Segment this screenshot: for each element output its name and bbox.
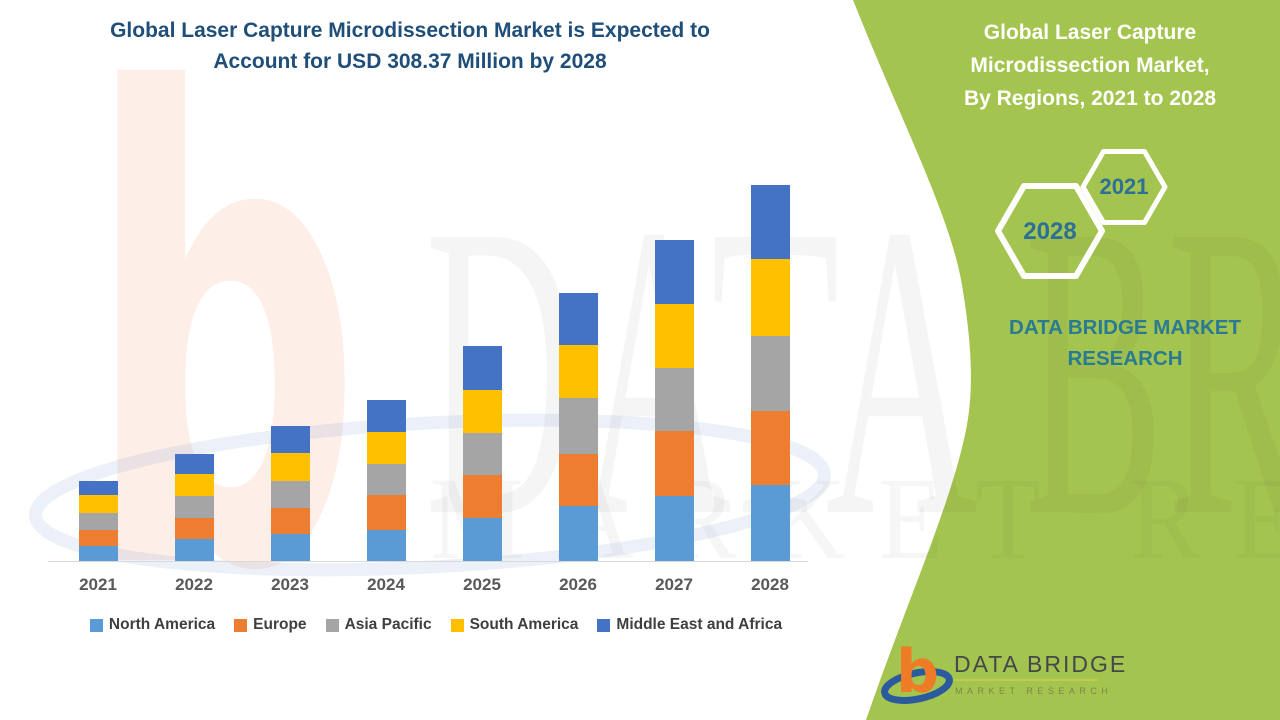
bar-2027 [654, 240, 694, 561]
legend-item-north-america: North America [89, 616, 216, 634]
bar-segment-2023-europe [270, 507, 310, 535]
legend-swatch-icon [234, 619, 248, 632]
bar-segment-2024-north-america [366, 530, 406, 561]
bar-segment-2022-north-america [174, 539, 214, 561]
bar-segment-2025-europe [462, 474, 502, 518]
x-axis-line [48, 561, 808, 562]
bar-segment-2027-asia-pacific [654, 367, 694, 431]
bar-segment-2027-europe [654, 431, 694, 496]
bar-segment-2028-north-america [750, 485, 790, 561]
legend-item-middle-east-and-africa: Middle East and Africa [597, 616, 782, 634]
chart-title-line2: Account for USD 308.37 Million by 2028 [213, 50, 607, 73]
legend-swatch-icon [597, 619, 611, 632]
bar-2028 [750, 184, 790, 561]
legend-label: Middle East and Africa [616, 616, 783, 633]
bar-segment-2022-middle-east-and-africa [174, 454, 214, 474]
x-axis-label-2026: 2026 [559, 575, 597, 594]
bar-segment-2024-europe [366, 495, 406, 530]
hexagon-2021-label: 2021 [1099, 174, 1149, 199]
bar-segment-2026-south-america [558, 345, 598, 398]
bar-segment-2023-middle-east-and-africa [270, 426, 310, 453]
x-axis-label-2028: 2028 [751, 575, 789, 594]
legend-item-south-america: South America [450, 616, 579, 634]
bar-segment-2025-middle-east-and-africa [462, 345, 502, 390]
bar-2022 [174, 454, 214, 561]
logo-b-icon: b [896, 637, 939, 707]
bar-2023 [270, 426, 310, 561]
hexagon-2028-label: 2028 [1023, 218, 1077, 245]
x-axis-label-2022: 2022 [175, 575, 213, 594]
bar-segment-2026-middle-east-and-africa [558, 293, 598, 346]
side-panel-title-line1: Global Laser Capture [983, 21, 1197, 44]
logo-name-text: DATA BRIDGE [954, 651, 1127, 677]
bar-segment-2021-asia-pacific [78, 512, 118, 531]
databridge-logo: b DATA BRIDGE MARKET RESEARCH [881, 637, 1127, 707]
x-axis-label-2027: 2027 [655, 575, 693, 594]
bar-2024 [366, 400, 406, 561]
bar-segment-2024-middle-east-and-africa [366, 400, 406, 432]
legend-label: Asia Pacific [344, 616, 432, 633]
bar-segment-2026-north-america [558, 506, 598, 561]
logo-swoosh-icon [881, 668, 953, 704]
bar-segment-2026-europe [558, 454, 598, 506]
bar-segment-2022-europe [174, 518, 214, 540]
side-panel-title-line3: By Regions, 2021 to 2028 [963, 87, 1217, 110]
chart-title-line1: Global Laser Capture Microdissection Mar… [110, 19, 710, 42]
bar-segment-2023-asia-pacific [270, 480, 310, 508]
bar-segment-2021-europe [78, 530, 118, 547]
x-axis-label-2023: 2023 [271, 575, 309, 594]
bar-2026 [558, 293, 598, 561]
bar-segment-2023-north-america [270, 534, 310, 561]
bar-segment-2023-south-america [270, 452, 310, 481]
bar-segment-2024-asia-pacific [366, 464, 406, 495]
brand-text-line2: RESEARCH [1067, 347, 1183, 370]
bar-2021 [78, 480, 118, 561]
bar-segment-2024-south-america [366, 432, 406, 464]
side-panel-title-line2: Microdissection Market, [970, 54, 1210, 77]
bar-segment-2027-middle-east-and-africa [654, 240, 694, 304]
brand-text-line1: DATA BRIDGE MARKET [1009, 316, 1241, 339]
chart-title: Global Laser Capture Microdissection Mar… [38, 15, 782, 77]
side-panel-title: Global Laser Capture Microdissection Mar… [938, 16, 1242, 115]
bar-chart-plot: 2021 2022 2023 2024 2025 2026 2027 2028 [78, 184, 790, 594]
bar-segment-2021-south-america [78, 495, 118, 513]
legend-item-europe: Europe [234, 616, 307, 634]
bar-segment-2026-asia-pacific [558, 398, 598, 454]
brand-text: DATA BRIDGE MARKET RESEARCH [958, 312, 1280, 374]
bar-segment-2022-asia-pacific [174, 496, 214, 519]
legend-swatch-icon [450, 619, 464, 632]
bar-segment-2025-north-america [462, 517, 502, 561]
legend-swatch-icon [89, 619, 103, 632]
bar-segment-2028-europe [750, 410, 790, 486]
legend-label: North America [108, 616, 216, 633]
bar-segment-2028-south-america [750, 258, 790, 336]
bar-segment-2027-south-america [654, 303, 694, 368]
legend-label: South America [469, 616, 579, 633]
bar-segment-2028-middle-east-and-africa [750, 184, 790, 259]
legend-item-asia-pacific: Asia Pacific [325, 616, 432, 634]
bar-segment-2028-asia-pacific [750, 335, 790, 411]
logo-subtitle-text: MARKET RESEARCH [955, 686, 1112, 696]
chart-legend: North America Europe Asia Pacific South Ame… [40, 616, 832, 634]
x-axis-label-2021: 2021 [79, 575, 117, 594]
bar-segment-2022-south-america [174, 473, 214, 497]
bar-segment-2021-north-america [78, 546, 118, 561]
bar-2025 [462, 345, 502, 561]
x-axis-label-2024: 2024 [367, 575, 405, 594]
legend-label: Europe [253, 616, 307, 633]
bar-segment-2025-asia-pacific [462, 432, 502, 475]
x-axis-label-2025: 2025 [463, 575, 501, 594]
bar-segment-2027-north-america [654, 496, 694, 561]
bar-segment-2021-middle-east-and-africa [78, 480, 118, 496]
bar-segment-2025-south-america [462, 389, 502, 433]
legend-swatch-icon [325, 619, 339, 632]
